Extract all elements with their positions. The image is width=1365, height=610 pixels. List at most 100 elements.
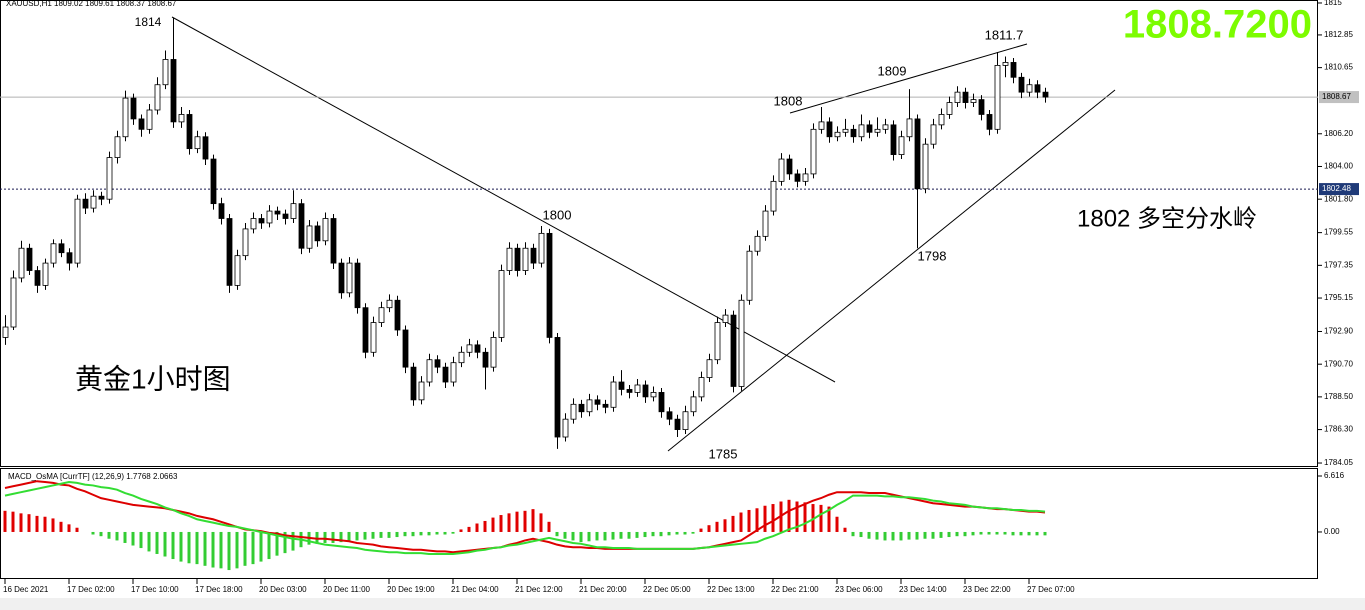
histogram-bar bbox=[875, 531, 879, 540]
histogram-bar bbox=[427, 531, 431, 536]
histogram-bar bbox=[787, 499, 791, 532]
candle-body bbox=[722, 314, 729, 323]
histogram-bar bbox=[115, 531, 119, 541]
histogram-bar bbox=[907, 531, 911, 540]
candle-body bbox=[426, 359, 433, 383]
candle-body bbox=[706, 359, 713, 378]
annotation: 1785 bbox=[709, 446, 738, 461]
histogram-bar bbox=[1043, 531, 1047, 536]
candle-body bbox=[386, 299, 393, 309]
histogram-bar bbox=[1003, 531, 1007, 535]
x-tick-label: 27 Dec 07:00 bbox=[1027, 585, 1075, 594]
histogram-bar bbox=[35, 515, 39, 532]
candle-body bbox=[210, 158, 217, 205]
x-tick-label: 20 Dec 03:00 bbox=[259, 585, 307, 594]
candle-body bbox=[1034, 84, 1041, 93]
candle-body bbox=[474, 344, 481, 353]
candle-body bbox=[234, 255, 241, 286]
candle-body bbox=[1018, 76, 1025, 93]
annotation: 黄金1小时图 bbox=[75, 363, 231, 394]
candle-body bbox=[522, 247, 529, 271]
candle-body bbox=[442, 366, 449, 383]
histogram-bar bbox=[411, 531, 415, 537]
candle-body bbox=[186, 114, 193, 150]
candle-body bbox=[466, 344, 473, 353]
x-tick-label: 22 Dec 13:00 bbox=[707, 585, 755, 594]
candle-body bbox=[314, 225, 321, 242]
candle-body bbox=[698, 377, 705, 398]
histogram-bar bbox=[3, 510, 7, 532]
candle-body bbox=[282, 213, 289, 219]
histogram-bar bbox=[91, 531, 95, 535]
y-tick-label: 1795.15 bbox=[1324, 293, 1353, 302]
candle-body bbox=[1002, 62, 1009, 66]
histogram-bar bbox=[931, 531, 935, 539]
candle-body bbox=[162, 59, 169, 86]
histogram-bar bbox=[227, 531, 231, 571]
candle-body bbox=[66, 252, 73, 264]
histogram-bar bbox=[475, 523, 479, 532]
candle-body bbox=[610, 381, 617, 408]
candle-body bbox=[10, 277, 17, 328]
candle-body bbox=[322, 218, 329, 242]
big-price: 1808.7200 bbox=[1123, 3, 1312, 47]
histogram-bar bbox=[1011, 531, 1015, 536]
histogram-bar bbox=[147, 531, 151, 552]
candle-body bbox=[778, 158, 785, 182]
histogram-bar bbox=[683, 531, 687, 535]
histogram-bar bbox=[219, 531, 223, 569]
histogram-bar bbox=[755, 508, 759, 532]
candle-body bbox=[1042, 91, 1049, 98]
histogram-bar bbox=[691, 531, 695, 534]
histogram-bar bbox=[507, 513, 511, 532]
candle-body bbox=[546, 232, 553, 338]
candle-body bbox=[370, 322, 377, 353]
price-label-box bbox=[1319, 91, 1359, 104]
candle-body bbox=[642, 384, 649, 398]
candle-body bbox=[58, 243, 65, 254]
candle-body bbox=[674, 418, 681, 430]
histogram-bar bbox=[515, 511, 519, 532]
candle-body bbox=[626, 389, 633, 393]
x-tick-label: 23 Dec 14:00 bbox=[899, 585, 947, 594]
histogram-bar bbox=[731, 515, 735, 532]
y2-tick-label: 6.616 bbox=[1324, 471, 1345, 480]
annotation: 1809 bbox=[878, 63, 907, 78]
annotation: 1798 bbox=[918, 248, 947, 263]
histogram-bar bbox=[435, 531, 439, 535]
histogram-bar bbox=[131, 531, 135, 546]
histogram-bar bbox=[811, 504, 815, 532]
histogram-bar bbox=[291, 531, 295, 551]
candle-body bbox=[554, 337, 561, 438]
annotation: 1800 bbox=[543, 207, 572, 222]
candle-body bbox=[1026, 84, 1033, 93]
candle-body bbox=[18, 247, 25, 279]
candle-body bbox=[890, 124, 897, 155]
histogram-bar bbox=[891, 531, 895, 541]
candle-body bbox=[978, 99, 985, 115]
candle-body bbox=[818, 121, 825, 130]
candle-body bbox=[410, 366, 417, 401]
histogram-bar bbox=[795, 501, 799, 532]
candle-body bbox=[338, 262, 345, 294]
histogram-bar bbox=[859, 531, 863, 538]
price-label: 1808.67 bbox=[1322, 92, 1351, 101]
candle-body bbox=[842, 128, 849, 133]
histogram-bar bbox=[899, 531, 903, 541]
histogram-bar bbox=[939, 531, 943, 538]
x-tick-label: 23 Dec 06:00 bbox=[835, 585, 883, 594]
candle-body bbox=[786, 158, 793, 175]
histogram-bar bbox=[363, 531, 367, 540]
histogram-bar bbox=[835, 516, 839, 532]
x-tick-label: 17 Dec 18:00 bbox=[195, 585, 243, 594]
candle-body bbox=[98, 195, 105, 200]
annotation: 1811.7 bbox=[985, 27, 1024, 42]
candle-body bbox=[490, 337, 497, 368]
candle-body bbox=[602, 403, 609, 408]
histogram-bar bbox=[819, 504, 823, 532]
candle-body bbox=[106, 157, 113, 200]
candle-body bbox=[810, 128, 817, 175]
candle-body bbox=[970, 99, 977, 103]
histogram-bar bbox=[267, 531, 271, 560]
candle-body bbox=[634, 384, 641, 393]
